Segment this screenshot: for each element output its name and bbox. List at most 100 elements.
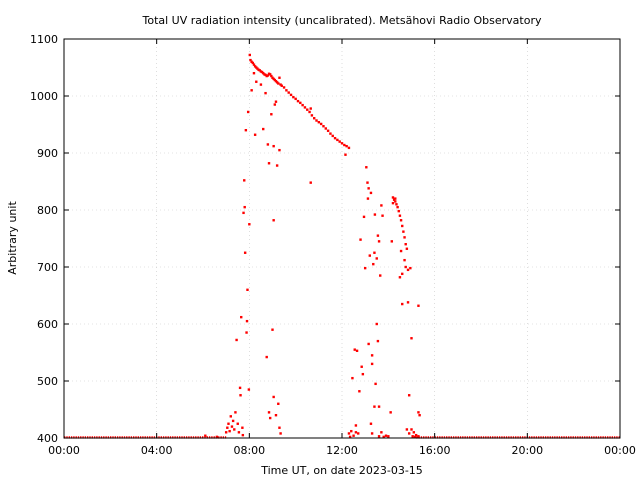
data-point <box>275 164 279 167</box>
data-point <box>319 122 323 126</box>
data-point <box>403 236 406 239</box>
data-point <box>243 205 246 209</box>
data-point <box>289 93 293 97</box>
data-point <box>370 354 374 357</box>
y-tick-label: 1000 <box>30 90 58 103</box>
data-point <box>389 411 392 414</box>
data-point <box>397 209 400 213</box>
data-point <box>247 388 251 391</box>
data-point <box>273 103 277 106</box>
data-point <box>403 258 406 262</box>
data-point <box>377 435 381 438</box>
data-point <box>373 405 376 408</box>
data-point <box>387 435 390 438</box>
data-point <box>322 125 325 128</box>
data-point <box>390 240 394 243</box>
data-point <box>411 435 414 438</box>
data-point <box>394 197 397 200</box>
data-point <box>226 426 229 429</box>
data-point <box>287 91 290 94</box>
data-point <box>398 214 402 217</box>
data-point <box>237 431 241 434</box>
data-point <box>338 140 341 143</box>
data-point <box>266 143 270 146</box>
x-tick-label: 08:00 <box>233 444 265 457</box>
data-point <box>417 304 420 307</box>
data-point <box>272 395 275 399</box>
data-point <box>299 101 302 105</box>
data-point <box>277 402 280 405</box>
data-point <box>347 432 351 435</box>
y-tick-label: 800 <box>37 204 58 217</box>
data-point <box>360 365 363 368</box>
data-point <box>377 240 381 243</box>
data-point <box>370 432 374 435</box>
data-point <box>417 411 420 414</box>
data-point <box>348 435 352 439</box>
data-point <box>391 196 395 199</box>
data-point <box>380 204 383 207</box>
data-point <box>350 429 353 433</box>
data-point <box>280 84 283 87</box>
data-point <box>309 181 312 184</box>
y-axis: 400 500 600 700 800 900 1000 1100 <box>30 33 620 445</box>
data-point <box>363 266 367 270</box>
data-point <box>391 201 395 205</box>
data-point <box>409 266 412 270</box>
data-point <box>366 181 369 184</box>
data-point <box>244 129 248 132</box>
data-point <box>369 422 373 425</box>
data-point <box>355 349 359 352</box>
data-point <box>404 265 407 269</box>
chart-title: Total UV radiation intensity (uncalibrat… <box>142 14 542 27</box>
data-point <box>231 419 235 423</box>
data-point <box>241 433 245 437</box>
data-point <box>308 110 311 114</box>
data-point <box>245 319 249 323</box>
data-point <box>410 428 413 431</box>
data-point <box>374 382 377 386</box>
data-point <box>227 422 230 425</box>
data-point <box>377 405 381 408</box>
data-point <box>405 247 409 250</box>
data-point <box>367 187 370 190</box>
data-point <box>401 272 404 276</box>
x-tick-label: 20:00 <box>511 444 543 457</box>
data-point <box>384 434 388 437</box>
data-point <box>381 214 384 217</box>
y-tick-label: 900 <box>37 147 58 160</box>
data-point <box>267 162 271 165</box>
data-point <box>396 205 399 209</box>
data-point <box>228 429 231 433</box>
data-point <box>326 129 330 132</box>
x-tick-label: 16:00 <box>419 444 451 457</box>
data-point <box>264 91 267 95</box>
data-point <box>407 394 411 397</box>
data-point <box>395 203 398 206</box>
data-point <box>224 431 228 434</box>
data-point <box>373 213 377 216</box>
data-point <box>362 215 366 219</box>
data-point <box>229 415 232 418</box>
data-point <box>274 100 278 103</box>
data-point <box>401 224 404 228</box>
data-point <box>407 432 411 435</box>
data-point <box>404 243 407 246</box>
data-point <box>329 132 332 135</box>
y-axis-label: Arbitrary unit <box>6 201 19 275</box>
data-point <box>234 411 237 414</box>
data-point <box>352 434 355 437</box>
plot-frame <box>63 38 621 439</box>
data-point <box>399 249 403 253</box>
data-point <box>413 435 417 439</box>
data-point <box>382 435 385 439</box>
data-point <box>406 301 410 304</box>
data-point <box>402 230 405 233</box>
data-point <box>414 433 418 437</box>
data-point <box>372 262 375 266</box>
data-point <box>401 302 404 306</box>
data-point <box>351 376 354 380</box>
data-point <box>268 73 272 76</box>
data-point <box>317 121 321 124</box>
x-tick-label: 04:00 <box>141 444 173 457</box>
